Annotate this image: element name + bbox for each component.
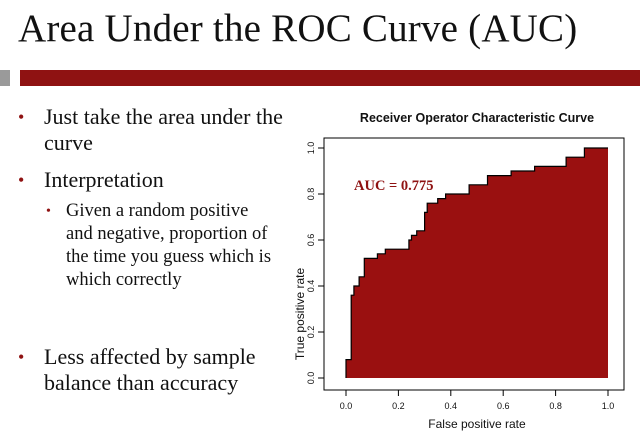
x-axis-label: False positive rate	[428, 417, 526, 431]
bullet-marker: •	[18, 170, 25, 190]
y-tick-label: 0.0	[306, 372, 316, 385]
x-tick-label: 0.2	[392, 401, 405, 411]
slide-title: Area Under the ROC Curve (AUC)	[18, 7, 578, 50]
roc-area	[346, 148, 608, 378]
y-axis-label: True positive rate	[293, 268, 307, 361]
y-tick-label: 0.6	[306, 234, 316, 247]
x-tick-label: 0.4	[445, 401, 458, 411]
y-tick-label: 1.0	[306, 142, 316, 155]
auc-annotation: AUC = 0.775	[354, 178, 434, 194]
roc-curve	[345, 147, 608, 378]
y-tick-label: 0.4	[306, 280, 316, 293]
chart-title: Receiver Operator Characteristic Curve	[360, 111, 594, 125]
bullet-item: • Less affected by sample balance than a…	[18, 344, 274, 396]
x-tick-label: 0.6	[497, 401, 510, 411]
y-axis: 0.0 0.2 0.4 0.6 0.8 1.0	[306, 142, 324, 385]
x-tick-label: 0.0	[340, 401, 353, 411]
bullet-item: • Just take the area under the curve	[18, 104, 284, 156]
bullet-text: Interpretation	[44, 167, 164, 192]
y-tick-label: 0.8	[306, 188, 316, 201]
x-tick-label: 1.0	[602, 401, 615, 411]
sub-bullet-item: • Given a random positive and negative, …	[46, 200, 272, 292]
y-tick-label: 0.2	[306, 326, 316, 339]
title-rule-accent	[0, 70, 10, 86]
x-axis: 0.0 0.2 0.4 0.6 0.8 1.0	[340, 390, 615, 411]
sub-bullet-marker: •	[46, 204, 51, 219]
roc-chart: Receiver Operator Characteristic Curve 0…	[286, 104, 640, 436]
bullet-text: Less affected by sample balance than acc…	[44, 344, 256, 395]
bullet-marker: •	[18, 347, 25, 367]
roc-chart-svg: Receiver Operator Characteristic Curve 0…	[293, 111, 625, 431]
bullet-text: Just take the area under the curve	[44, 104, 283, 155]
bullet-marker: •	[18, 107, 25, 127]
plot-frame	[323, 137, 625, 391]
sub-bullet-text: Given a random positive and negative, pr…	[66, 201, 272, 290]
x-tick-label: 0.8	[549, 401, 562, 411]
bullet-item: • Interpretation	[18, 167, 284, 193]
title-rule	[20, 70, 640, 86]
